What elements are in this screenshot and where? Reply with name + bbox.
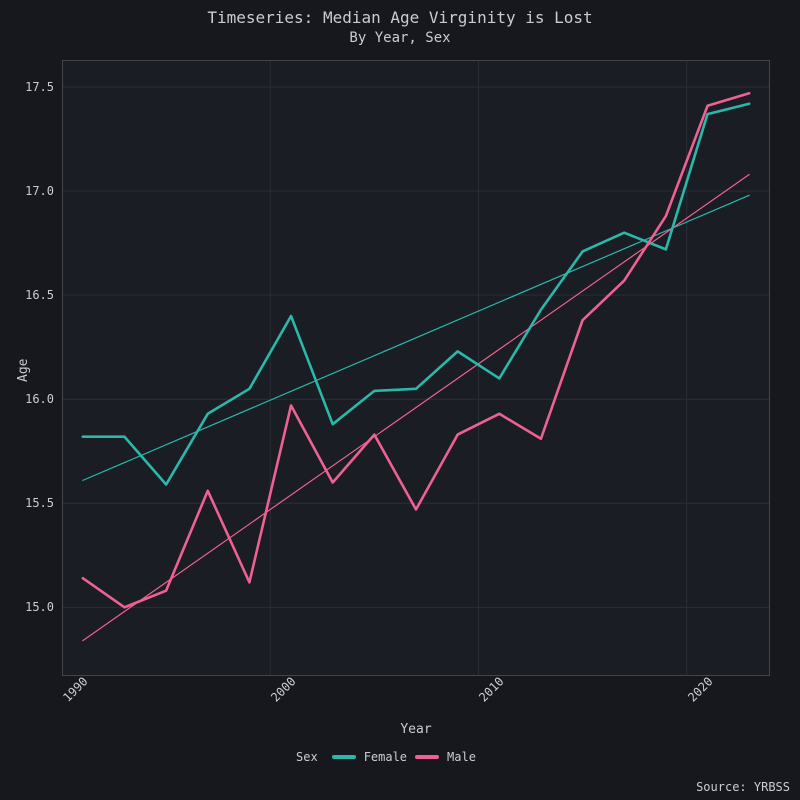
source-caption: Source: YRBSS <box>696 780 790 794</box>
y-tick: 16.5 <box>25 288 62 302</box>
y-axis-label: Age <box>16 359 31 382</box>
y-tick: 16.0 <box>25 392 62 406</box>
y-tick: 15.5 <box>25 496 62 510</box>
chart-subtitle: By Year, Sex <box>0 30 800 46</box>
chart-svg <box>62 60 770 676</box>
legend: Sex Female Male <box>296 750 476 764</box>
legend-swatch-male <box>415 755 439 759</box>
legend-label-male: Male <box>447 750 476 764</box>
chart-title: Timeseries: Median Age Virginity is Lost <box>0 8 800 27</box>
legend-swatch-female <box>332 755 356 759</box>
x-axis-label: Year <box>62 722 770 737</box>
y-tick: 17.0 <box>25 184 62 198</box>
y-tick: 15.0 <box>25 600 62 614</box>
plot-area: 15.015.516.016.517.017.51990200020102020 <box>62 60 770 676</box>
legend-label-female: Female <box>364 750 407 764</box>
legend-title: Sex <box>296 750 318 764</box>
y-tick: 17.5 <box>25 80 62 94</box>
